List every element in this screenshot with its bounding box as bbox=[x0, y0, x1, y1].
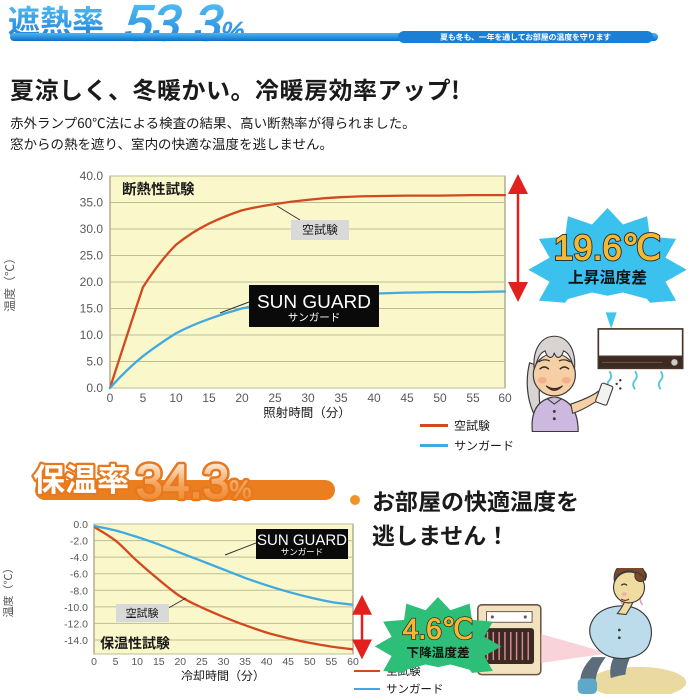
svg-text:-6.0: -6.0 bbox=[70, 569, 88, 581]
svg-text:空試験: 空試験 bbox=[126, 605, 159, 621]
svg-text:5: 5 bbox=[113, 656, 119, 668]
svg-text:10: 10 bbox=[131, 656, 143, 668]
svg-text:30.0: 30.0 bbox=[80, 222, 104, 236]
svg-text:55: 55 bbox=[326, 656, 338, 668]
svg-text:20.0: 20.0 bbox=[80, 275, 104, 289]
svg-text:-8.0: -8.0 bbox=[70, 585, 88, 597]
svg-text:断熱性試験: 断熱性試験 bbox=[122, 178, 195, 199]
svg-text:10.0: 10.0 bbox=[80, 328, 104, 342]
svg-text:温度（℃）: 温度（℃） bbox=[1, 252, 18, 312]
svg-text:下降温度差: 下降温度差 bbox=[406, 642, 469, 661]
svg-text:温度（℃）: 温度（℃） bbox=[0, 563, 16, 618]
svg-text:60: 60 bbox=[498, 391, 512, 405]
svg-text:5.0: 5.0 bbox=[86, 355, 103, 369]
svg-text:15: 15 bbox=[202, 391, 216, 405]
svg-text:サンガード: サンガード bbox=[288, 310, 341, 325]
svg-text:50: 50 bbox=[304, 656, 316, 668]
svg-text:0: 0 bbox=[107, 391, 114, 405]
svg-text:0.0: 0.0 bbox=[73, 520, 88, 531]
svg-text:0.0: 0.0 bbox=[86, 381, 103, 395]
svg-text:15.0: 15.0 bbox=[80, 302, 104, 316]
svg-text:4.6℃: 4.6℃ bbox=[403, 613, 473, 644]
svg-text:25.0: 25.0 bbox=[80, 249, 104, 263]
svg-text:空試験: 空試験 bbox=[302, 221, 338, 238]
svg-text:45: 45 bbox=[282, 656, 294, 668]
svg-text:35.0: 35.0 bbox=[80, 196, 104, 210]
svg-text:-4.0: -4.0 bbox=[70, 552, 88, 564]
svg-text:40.0: 40.0 bbox=[80, 170, 104, 183]
svg-text:19.6℃: 19.6℃ bbox=[554, 229, 661, 268]
svg-text:5: 5 bbox=[140, 391, 147, 405]
svg-text:-2.0: -2.0 bbox=[70, 536, 88, 548]
svg-text:40: 40 bbox=[367, 391, 381, 405]
svg-text:20: 20 bbox=[235, 391, 249, 405]
svg-text:34.3%: 34.3% bbox=[136, 458, 252, 508]
svg-text:保温性試験: 保温性試験 bbox=[100, 633, 170, 653]
svg-text:0: 0 bbox=[91, 656, 97, 668]
svg-text:50: 50 bbox=[433, 391, 447, 405]
svg-text:-12.0: -12.0 bbox=[64, 618, 88, 630]
svg-text:15: 15 bbox=[153, 656, 165, 668]
svg-text:冷却時間（分）: 冷却時間（分） bbox=[181, 667, 265, 684]
svg-text:-14.0: -14.0 bbox=[64, 635, 88, 647]
svg-text:照射時間（分）: 照射時間（分） bbox=[263, 402, 351, 420]
svg-text:上昇温度差: 上昇温度差 bbox=[568, 265, 647, 288]
svg-text:45: 45 bbox=[400, 391, 414, 405]
svg-text:10: 10 bbox=[169, 391, 183, 405]
svg-text:サンガード: サンガード bbox=[281, 546, 324, 558]
svg-text:-10.0: -10.0 bbox=[64, 602, 88, 614]
svg-text:保温率: 保温率 bbox=[33, 458, 129, 501]
svg-text:55: 55 bbox=[466, 391, 480, 405]
